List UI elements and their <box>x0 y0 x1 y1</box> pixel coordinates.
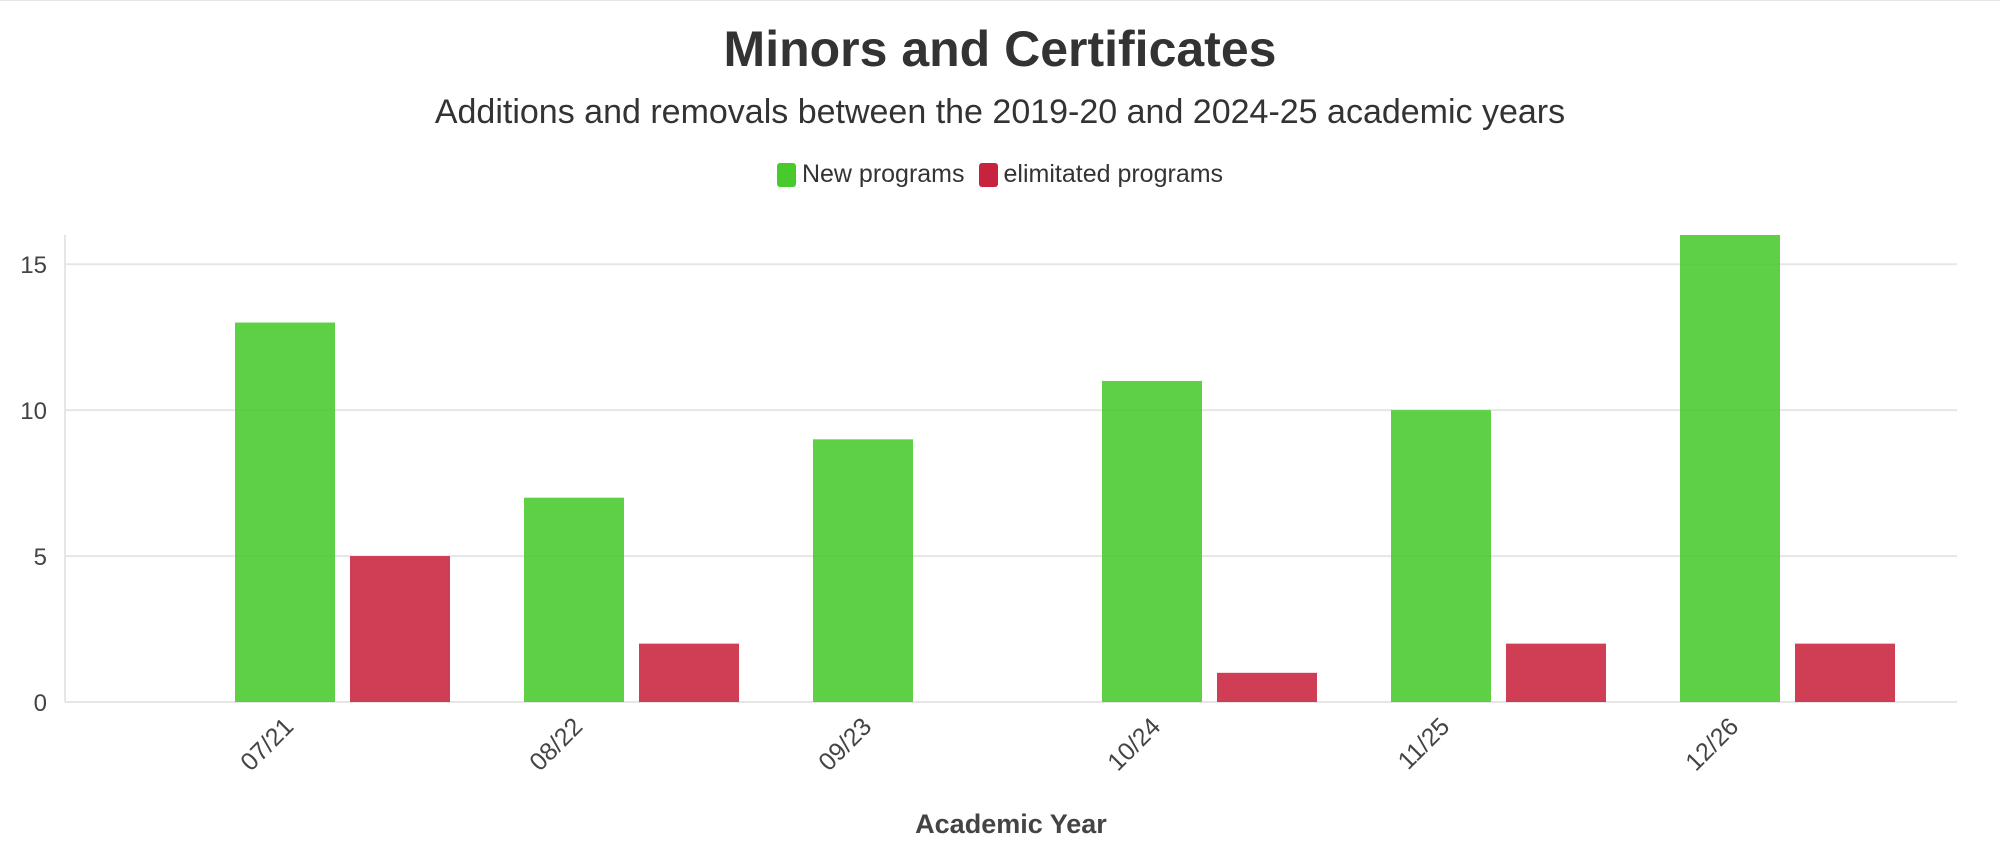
gridlines <box>64 235 1957 703</box>
bar-new-programs-4[interactable] <box>1391 410 1491 702</box>
y-tick-label: 5 <box>34 544 47 571</box>
legend: New programs elimitated programs <box>0 160 2000 189</box>
x-tick-label: 10/24 <box>1102 712 1166 776</box>
bar-eliminated-programs-1[interactable] <box>639 643 739 702</box>
x-tick-label: 07/21 <box>235 712 299 776</box>
legend-item-new-programs[interactable]: New programs <box>776 160 965 189</box>
y-tick-label: 0 <box>34 690 47 717</box>
x-tick-label: 09/23 <box>813 712 877 776</box>
y-tick-label: 10 <box>20 398 47 425</box>
bar-new-programs-2[interactable] <box>813 439 913 702</box>
y-tick-label: 15 <box>20 252 47 279</box>
legend-item-eliminated-programs[interactable]: elimitated programs <box>978 160 1224 189</box>
bar-new-programs-0[interactable] <box>235 322 335 702</box>
chart-title: Minors and Certificates <box>723 21 1277 77</box>
legend-swatch-eliminated-programs <box>978 162 998 187</box>
bars <box>235 235 1895 702</box>
bar-eliminated-programs-5[interactable] <box>1795 643 1895 702</box>
legend-swatch-new-programs <box>776 162 796 187</box>
x-tick-label: 12/26 <box>1680 712 1744 776</box>
x-axis-label: Academic Year <box>915 809 1107 839</box>
x-tick-label: 11/25 <box>1393 712 1456 775</box>
bar-eliminated-programs-0[interactable] <box>350 556 450 702</box>
x-tick-label: 08/22 <box>524 712 588 776</box>
x-tick-labels: 07/21 08/22 09/23 10/24 11/25 12/26 <box>235 712 1744 776</box>
top-rule <box>0 0 2000 1</box>
y-tick-labels: 0 5 10 15 <box>20 252 47 717</box>
legend-label-new-programs: New programs <box>801 160 965 188</box>
bar-new-programs-5[interactable] <box>1680 235 1780 702</box>
legend-label-eliminated-programs: elimitated programs <box>1003 160 1224 188</box>
bar-eliminated-programs-3[interactable] <box>1217 672 1317 702</box>
chart-subtitle: Additions and removals between the 2019-… <box>434 93 1566 131</box>
bar-new-programs-3[interactable] <box>1102 380 1202 702</box>
bar-new-programs-1[interactable] <box>524 497 624 702</box>
bar-eliminated-programs-4[interactable] <box>1506 643 1606 702</box>
